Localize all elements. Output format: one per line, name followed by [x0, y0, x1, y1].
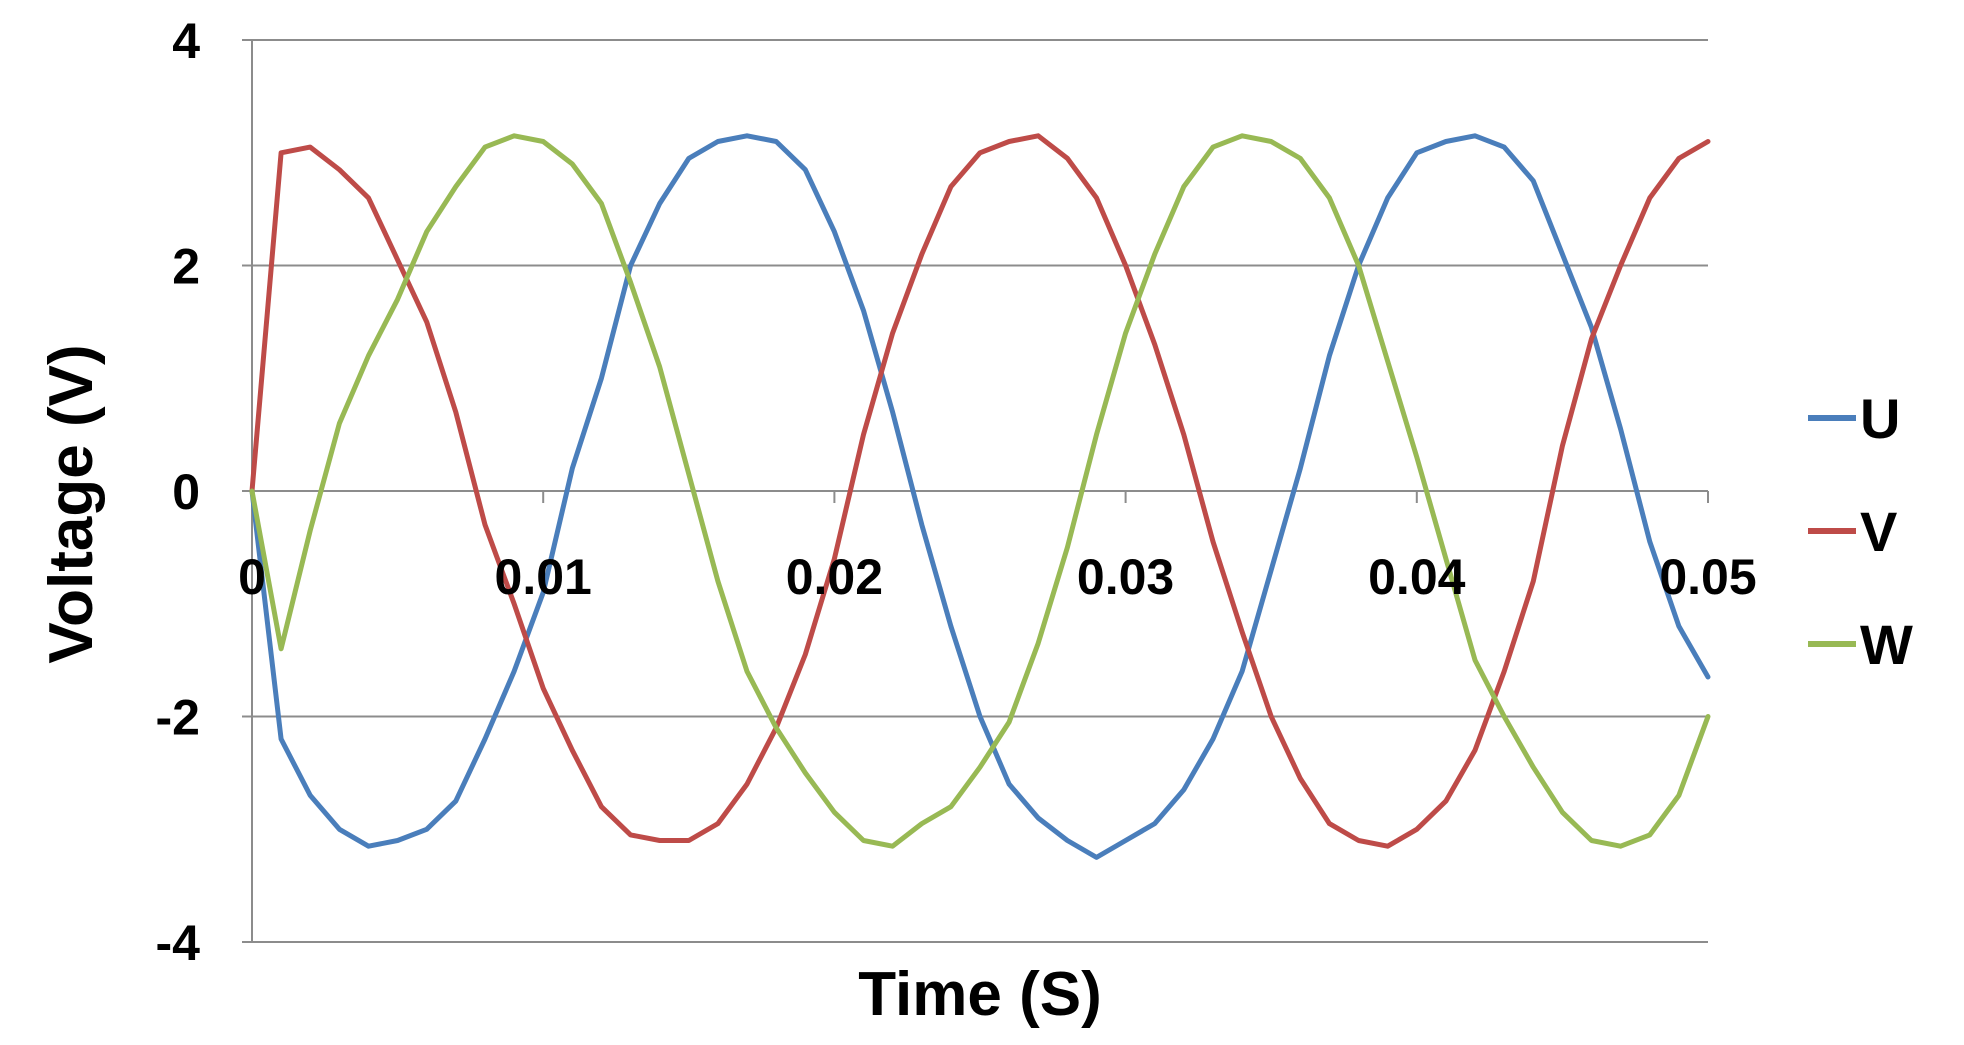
legend-label: V	[1860, 500, 1897, 563]
tick-labels: -4 -2 0 2 4 0 0.01 0.02 0.03 0.04 0.05	[156, 13, 1757, 971]
legend-label: U	[1860, 387, 1900, 450]
y-tick-label: 4	[172, 13, 200, 69]
series-line-u	[249, 133, 1711, 860]
x-tick-label: 0.05	[1659, 549, 1756, 605]
y-tick-label: -4	[156, 915, 201, 971]
x-tick-label: 0.04	[1368, 549, 1466, 605]
x-tick-label: 0	[238, 549, 266, 605]
series-line-v	[249, 133, 1711, 849]
y-tick-label: -2	[156, 690, 200, 746]
legend: UVW	[1808, 387, 1913, 676]
legend-label: W	[1860, 613, 1913, 676]
x-tick-label: 0.02	[786, 549, 883, 605]
y-tick-label: 0	[172, 464, 200, 520]
y-tick-label: 2	[172, 239, 200, 295]
x-tick-label: 0.03	[1077, 549, 1174, 605]
x-axis-title: Time (S)	[858, 960, 1101, 1029]
y-axis-title: Voltage (V)	[37, 344, 106, 663]
x-tick-label: 0.01	[495, 549, 592, 605]
series-line-w	[249, 133, 1711, 849]
series-lines	[249, 133, 1711, 860]
